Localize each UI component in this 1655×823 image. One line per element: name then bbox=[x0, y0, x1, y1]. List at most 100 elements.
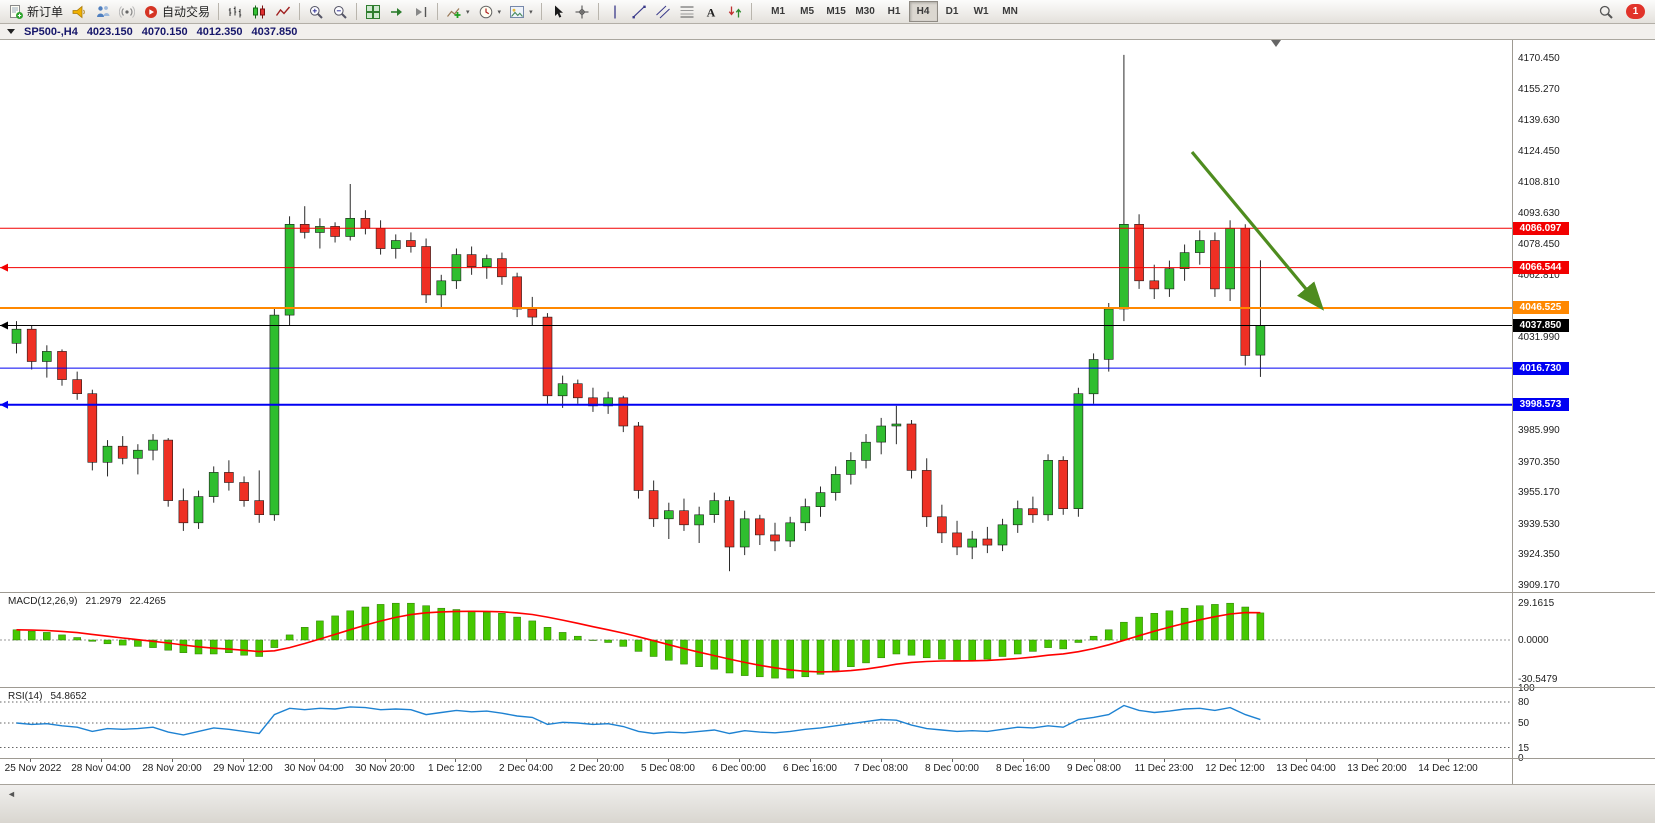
indicators-button[interactable]: ▾ bbox=[442, 0, 474, 24]
timeframe-H1-button[interactable]: H1 bbox=[887, 6, 901, 17]
panel-separator[interactable] bbox=[0, 687, 1655, 688]
market-depth-button[interactable] bbox=[91, 0, 115, 24]
text-label-button[interactable]: A bbox=[699, 0, 723, 24]
tile-windows-button[interactable] bbox=[361, 0, 385, 24]
auto-scroll-button[interactable] bbox=[385, 0, 409, 24]
chart-candlesticks-button[interactable] bbox=[247, 0, 271, 24]
macd-histogram-bar bbox=[300, 627, 309, 641]
time-axis-tick bbox=[668, 758, 669, 762]
candle-body bbox=[663, 510, 674, 520]
macd-name: MACD(12,26,9) bbox=[8, 596, 78, 607]
macd-histogram-bar bbox=[1256, 612, 1265, 641]
price-axis-label: 4139.630 bbox=[1518, 115, 1560, 126]
scroll-left-icon[interactable]: ◄ bbox=[7, 789, 16, 799]
candle-body bbox=[26, 328, 37, 362]
panel-separator[interactable] bbox=[0, 592, 1655, 593]
macd-histogram-bar bbox=[437, 607, 446, 641]
trade-signals-button[interactable] bbox=[115, 0, 139, 24]
equidistant-channel-button[interactable] bbox=[651, 0, 675, 24]
macd-histogram-bar bbox=[786, 639, 794, 679]
time-axis-tick bbox=[314, 758, 315, 762]
text-label-icon: A bbox=[703, 4, 719, 20]
candle-body bbox=[208, 472, 219, 497]
time-axis: 25 Nov 2022 28 Nov 04:00 28 Nov 20:00 29 No… bbox=[0, 758, 1512, 784]
price-chart-plot[interactable] bbox=[0, 40, 1512, 592]
timeframe-W1-button[interactable]: W1 bbox=[973, 6, 989, 17]
macd-histogram-bar bbox=[103, 639, 112, 645]
timeframe-H4-button[interactable]: H4 bbox=[908, 1, 938, 22]
macd-histogram-bar bbox=[73, 637, 81, 641]
timeframe-M30-button[interactable]: M30 bbox=[855, 6, 875, 17]
chart-bars-icon bbox=[227, 4, 243, 20]
rsi-plot[interactable] bbox=[0, 688, 1512, 758]
collapse-triangle-icon[interactable] bbox=[7, 29, 15, 34]
timeframe-D1-button[interactable]: D1 bbox=[945, 6, 959, 17]
candle-body bbox=[709, 500, 720, 516]
macd-plot[interactable] bbox=[0, 593, 1512, 687]
chart-line-button[interactable] bbox=[271, 0, 295, 24]
time-axis-label: 8 Dec 16:00 bbox=[996, 763, 1050, 774]
time-axis-separator bbox=[0, 758, 1655, 759]
timeframe-toolbar: M1 M5 M15 M30 H1 H4 D1 W1 MN bbox=[764, 1, 1025, 22]
price-axis: 4170.450 4155.270 4139.630 4124.450 4108.810… bbox=[1512, 40, 1655, 784]
chart-window: 4170.450 4155.270 4139.630 4124.450 4108.810… bbox=[0, 40, 1655, 784]
trend-arrow-annotation[interactable] bbox=[1190, 150, 1325, 311]
candle-body bbox=[1028, 508, 1038, 516]
zoom-in-button[interactable] bbox=[304, 0, 328, 24]
candle-body bbox=[770, 534, 780, 542]
price-tag-4066.544: 4066.544 bbox=[1512, 261, 1569, 274]
timeframe-M15-button[interactable]: M15 bbox=[826, 6, 846, 17]
notifications-badge[interactable]: 1 bbox=[1626, 4, 1645, 19]
new-order-button[interactable]: 新订单 bbox=[4, 0, 67, 24]
macd-histogram-bar bbox=[1013, 639, 1022, 655]
time-axis-label: 25 Nov 2022 bbox=[4, 763, 62, 774]
candle-body bbox=[1164, 268, 1175, 290]
macd-histogram-bar bbox=[1059, 639, 1067, 650]
periods-button[interactable]: ▾ bbox=[474, 0, 506, 24]
candle-body bbox=[846, 459, 856, 475]
arrow-objects-button[interactable] bbox=[723, 0, 747, 24]
candle-body bbox=[739, 518, 750, 548]
macd-histogram-bar bbox=[1150, 613, 1159, 641]
sound-alerts-button[interactable] bbox=[67, 0, 91, 24]
candle-body bbox=[876, 425, 887, 443]
price-axis-label: 3924.350 bbox=[1518, 549, 1560, 560]
macd-histogram-bar bbox=[118, 639, 127, 646]
cursor-button[interactable] bbox=[546, 0, 570, 24]
timeframe-M5-button[interactable]: M5 bbox=[800, 6, 815, 17]
crosshair-button[interactable] bbox=[570, 0, 594, 24]
chart-shift-marker[interactable] bbox=[1271, 40, 1281, 47]
chart-bars-button[interactable] bbox=[223, 0, 247, 24]
macd-histogram-bar bbox=[88, 639, 97, 642]
time-axis-tick bbox=[739, 758, 740, 762]
macd-histogram-bar bbox=[756, 639, 764, 678]
candle-body bbox=[512, 276, 522, 310]
search-button[interactable] bbox=[1594, 0, 1618, 24]
vertical-line-button[interactable] bbox=[603, 0, 627, 24]
rsi-line bbox=[16, 704, 1261, 736]
macd-histogram-bar bbox=[316, 620, 324, 641]
trendline-button[interactable] bbox=[627, 0, 651, 24]
rsi-axis-label: 15 bbox=[1518, 743, 1530, 754]
fibonacci-button[interactable] bbox=[675, 0, 699, 24]
macd-histogram-bar bbox=[134, 639, 142, 647]
trendline-icon bbox=[631, 4, 647, 20]
chart-shift-button[interactable] bbox=[409, 0, 433, 24]
zoom-out-button[interactable] bbox=[328, 0, 352, 24]
candle-body bbox=[224, 472, 234, 483]
macd-histogram-bar bbox=[938, 639, 946, 660]
macd-histogram-bar bbox=[634, 639, 643, 652]
time-axis-tick bbox=[526, 758, 527, 762]
time-axis-label: 2 Dec 20:00 bbox=[570, 763, 624, 774]
timeframe-M1-button[interactable]: M1 bbox=[771, 6, 786, 17]
candle-body bbox=[345, 218, 356, 237]
tile-windows-icon bbox=[365, 4, 381, 20]
auto-trading-button[interactable]: 自动交易 bbox=[139, 0, 214, 24]
candle-body bbox=[41, 351, 52, 362]
line-left-marker bbox=[0, 263, 8, 272]
timeframe-MN-button[interactable]: MN bbox=[1002, 6, 1018, 17]
templates-button[interactable]: ▾ bbox=[505, 0, 537, 24]
time-axis-label: 1 Dec 12:00 bbox=[428, 763, 482, 774]
candle-body bbox=[254, 500, 264, 516]
rsi-axis-label: 50 bbox=[1518, 718, 1530, 729]
